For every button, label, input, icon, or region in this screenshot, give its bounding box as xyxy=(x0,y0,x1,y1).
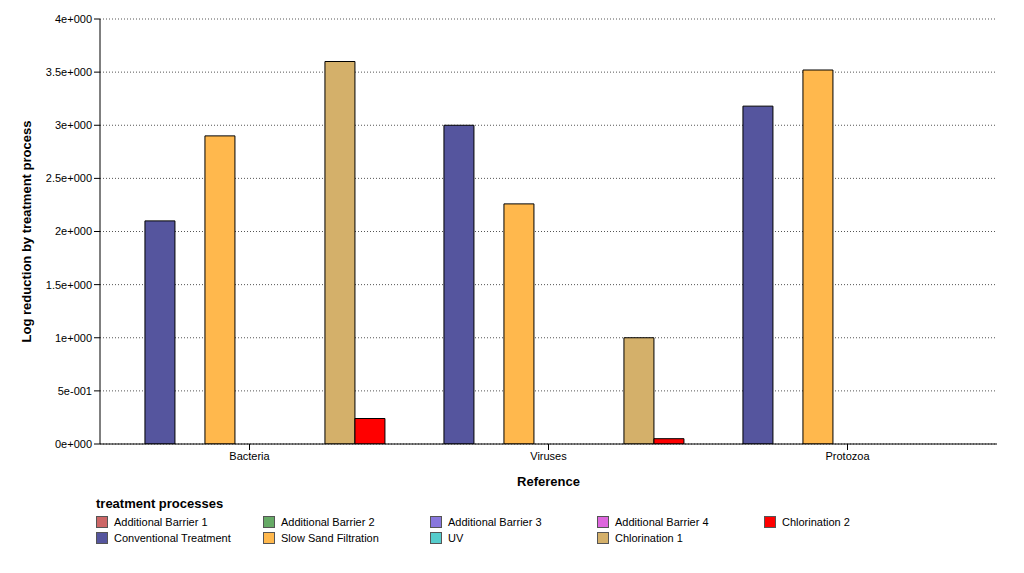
svg-text:5e-001: 5e-001 xyxy=(58,385,92,397)
svg-text:Log reduction by treatment pro: Log reduction by treatment process xyxy=(19,121,34,343)
svg-text:0e+000: 0e+000 xyxy=(55,438,92,450)
svg-text:1.5e+000: 1.5e+000 xyxy=(46,279,92,291)
svg-text:3e+000: 3e+000 xyxy=(55,119,92,131)
svg-text:2e+000: 2e+000 xyxy=(55,225,92,237)
svg-text:Bacteria: Bacteria xyxy=(229,450,270,462)
svg-text:Viruses: Viruses xyxy=(530,450,567,462)
svg-text:1e+000: 1e+000 xyxy=(55,332,92,344)
html-text:UV: UV xyxy=(448,532,464,544)
svg-text:3.5e+000: 3.5e+000 xyxy=(46,66,92,78)
html-text:Additional Barrier 3: Additional Barrier 3 xyxy=(448,516,542,528)
svg-text:2.5e+000: 2.5e+000 xyxy=(46,172,92,184)
html-text:Additional Barrier 4: Additional Barrier 4 xyxy=(615,516,709,528)
svg-text:Reference: Reference xyxy=(517,474,580,489)
svg-text:Protozoa: Protozoa xyxy=(825,450,870,462)
html-text:Additional Barrier 1: Additional Barrier 1 xyxy=(114,516,208,528)
html-text:Slow Sand Filtration: Slow Sand Filtration xyxy=(281,532,379,544)
html-text:Additional Barrier 2: Additional Barrier 2 xyxy=(281,516,375,528)
html-text:treatment processes: treatment processes xyxy=(96,496,224,511)
html-text:Chlorination 2: Chlorination 2 xyxy=(782,516,850,528)
svg-text:4e+000: 4e+000 xyxy=(55,13,92,25)
html-text:Chlorination 1: Chlorination 1 xyxy=(615,532,683,544)
html-text:Conventional Treatment: Conventional Treatment xyxy=(114,532,231,544)
